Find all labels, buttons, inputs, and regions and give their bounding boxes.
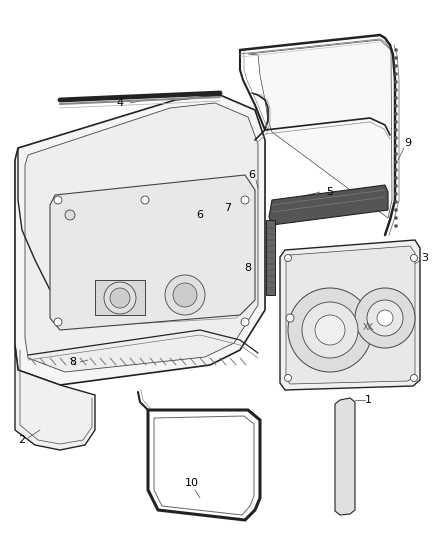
Circle shape [394, 192, 398, 196]
Polygon shape [15, 345, 95, 450]
Circle shape [394, 176, 398, 180]
Circle shape [394, 136, 398, 140]
Circle shape [302, 302, 358, 358]
Circle shape [110, 288, 130, 308]
Circle shape [410, 375, 417, 382]
Circle shape [286, 314, 294, 322]
Circle shape [394, 216, 398, 220]
Circle shape [165, 275, 205, 315]
Circle shape [394, 104, 398, 108]
Text: 7: 7 [224, 203, 232, 213]
Circle shape [394, 168, 398, 172]
Circle shape [394, 160, 398, 164]
Circle shape [141, 196, 149, 204]
Circle shape [315, 315, 345, 345]
Circle shape [54, 196, 62, 204]
Text: 5: 5 [326, 187, 333, 197]
Text: 8: 8 [244, 263, 251, 273]
Polygon shape [280, 240, 420, 390]
Text: 1: 1 [364, 395, 371, 405]
Text: 10: 10 [185, 478, 199, 488]
Circle shape [394, 208, 398, 212]
Text: 2: 2 [18, 435, 25, 445]
Circle shape [394, 128, 398, 132]
Circle shape [367, 300, 403, 336]
Text: 9: 9 [404, 138, 412, 148]
Circle shape [241, 318, 249, 326]
Circle shape [394, 120, 398, 124]
Text: 6: 6 [248, 170, 255, 180]
Circle shape [394, 144, 398, 148]
Circle shape [394, 80, 398, 84]
Circle shape [394, 72, 398, 76]
Text: 8: 8 [70, 357, 77, 367]
Polygon shape [269, 185, 388, 225]
Circle shape [394, 224, 398, 228]
Circle shape [394, 184, 398, 188]
Circle shape [65, 210, 75, 220]
Polygon shape [248, 40, 392, 218]
Polygon shape [50, 175, 255, 330]
Circle shape [394, 200, 398, 204]
Circle shape [394, 48, 398, 52]
Circle shape [394, 152, 398, 156]
Circle shape [394, 56, 398, 60]
Text: 6: 6 [197, 210, 204, 220]
Circle shape [394, 112, 398, 116]
Circle shape [173, 283, 197, 307]
Circle shape [241, 196, 249, 204]
Polygon shape [266, 220, 275, 295]
Circle shape [285, 375, 292, 382]
Circle shape [54, 318, 62, 326]
Circle shape [288, 288, 372, 372]
Polygon shape [335, 398, 355, 515]
Circle shape [355, 288, 415, 348]
Text: 3: 3 [421, 253, 428, 263]
Polygon shape [95, 280, 145, 315]
Polygon shape [286, 246, 415, 384]
Circle shape [394, 64, 398, 68]
Text: XK: XK [362, 324, 374, 333]
Circle shape [394, 88, 398, 92]
Circle shape [410, 254, 417, 262]
Polygon shape [25, 103, 258, 372]
Text: 4: 4 [117, 98, 124, 108]
Circle shape [394, 96, 398, 100]
Circle shape [377, 310, 393, 326]
Polygon shape [15, 95, 265, 385]
Circle shape [104, 282, 136, 314]
Circle shape [285, 254, 292, 262]
